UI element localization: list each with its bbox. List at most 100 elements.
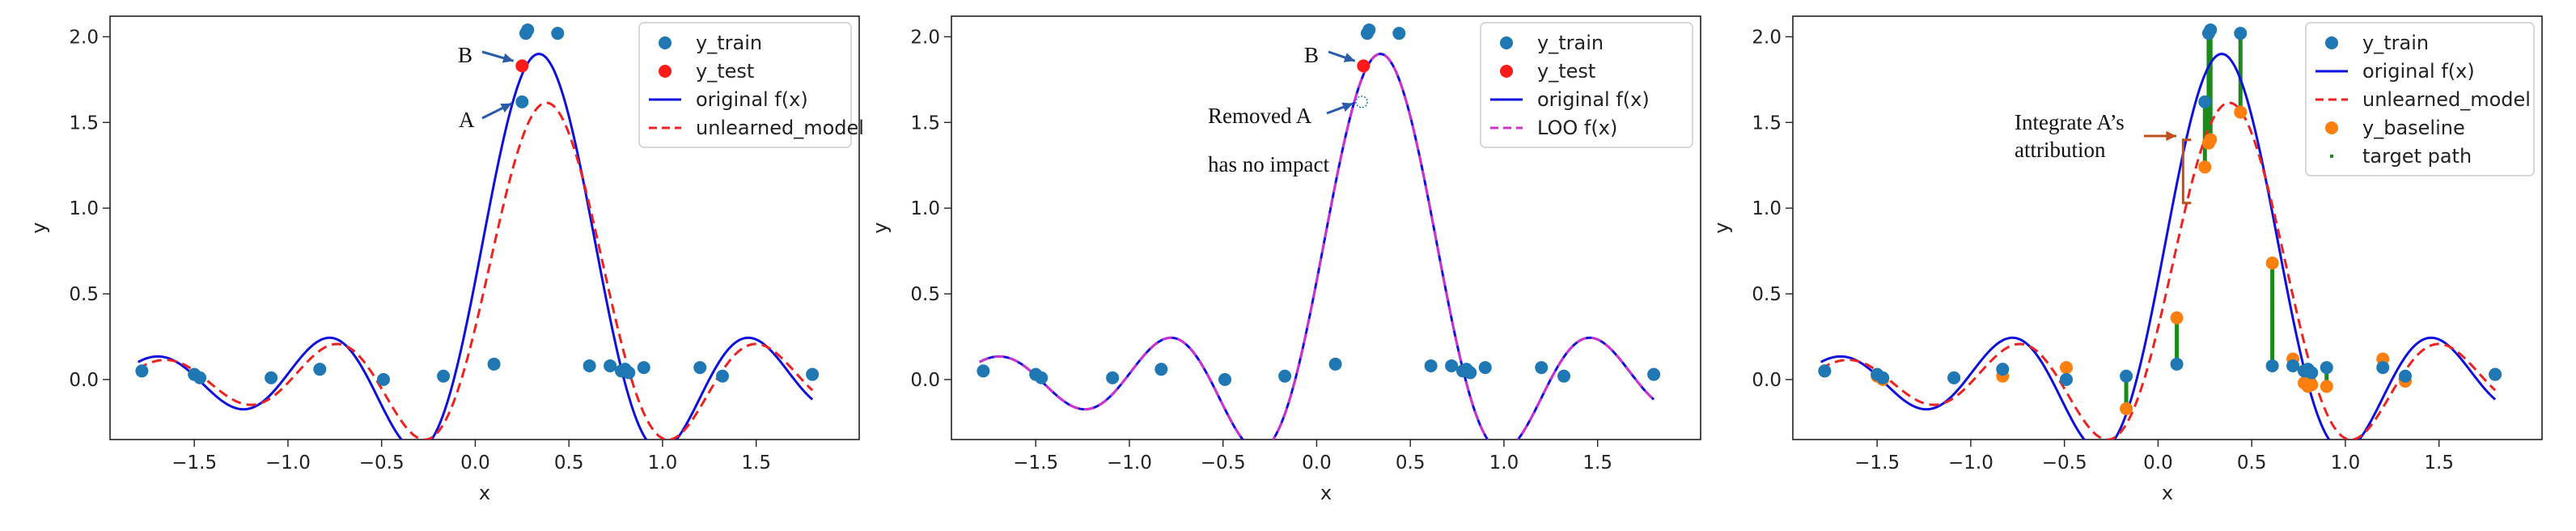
- point-y-train: [1876, 371, 1890, 384]
- x-tick-label: 1.5: [1582, 452, 1612, 474]
- y-tick-label: 0.5: [1752, 284, 1782, 305]
- point-y-baseline: [2120, 401, 2133, 415]
- point-y-train: [1947, 371, 1961, 384]
- point-y-train: [1362, 23, 1376, 36]
- point-y-train: [1278, 369, 1292, 383]
- legend-label: unlearned_model: [2362, 88, 2531, 111]
- line-unlearned-model: [1820, 101, 2497, 440]
- point-y-train: [1155, 363, 1168, 376]
- point-y-baseline: [2234, 105, 2248, 119]
- annotation-arrow-integrate-head: [2166, 130, 2176, 142]
- annotation-attribution: attribution: [2015, 138, 2106, 162]
- point-y-train: [1557, 369, 1571, 383]
- point-y-train: [2320, 361, 2333, 375]
- legend-marker-y-test: [1500, 65, 1513, 78]
- axes-frame: [1792, 15, 2543, 440]
- point-y-train: [622, 366, 636, 380]
- x-tick-label: 1.5: [2424, 452, 2454, 474]
- annotation-label-b: B: [1304, 43, 1319, 67]
- point-y-test: [1357, 59, 1371, 73]
- annotation-label-a: A: [459, 108, 475, 132]
- point-y-baseline: [2320, 380, 2333, 393]
- plot-area: [1818, 23, 2502, 440]
- legend-marker-y-baseline: [2325, 121, 2338, 134]
- legend: y_train original f(x) unlearned_model y_bas…: [2305, 22, 2535, 176]
- x-tick-label: 0.5: [554, 452, 584, 474]
- point-y-train: [2204, 23, 2218, 36]
- x-tick-label: −1.5: [172, 452, 217, 474]
- y-axis-label: y: [1710, 222, 1733, 233]
- point-y-train: [2286, 359, 2300, 372]
- x-axis-label: x: [1320, 482, 1332, 504]
- plot-area: [135, 23, 820, 440]
- y-tick-label: 1.5: [69, 113, 99, 134]
- legend-marker-y-train: [2325, 36, 2338, 49]
- x-tick-label: −1.0: [1107, 452, 1152, 474]
- legend-label: y_baseline: [2362, 117, 2465, 139]
- annotation-removed-a: Removed A: [1208, 104, 1312, 128]
- point-y-baseline: [2198, 160, 2212, 174]
- y-tick-label: 2.0: [910, 27, 940, 48]
- point-y-train: [1392, 27, 1406, 40]
- annotation-arrow-a-head: [500, 103, 512, 113]
- panel-loo: −1.5 −1.0 −0.5 0.0 0.5 1.0 1.5 0.0 0.5 1.0 1.5 2.0 x…: [869, 15, 1701, 504]
- point-y-train: [1106, 371, 1120, 384]
- y-tick-label: 0.5: [69, 284, 99, 305]
- plot-area: [977, 23, 1661, 440]
- point-removed-a: [1355, 96, 1368, 108]
- point-y-train: [1464, 366, 1477, 380]
- point-y-train: [1818, 364, 1832, 378]
- annotation-label-b: B: [458, 43, 472, 67]
- x-tick-label: −1.0: [1948, 452, 1993, 474]
- y-tick-label: 1.0: [69, 198, 99, 219]
- legend-marker-y-train: [1500, 36, 1513, 49]
- point-y-train: [1647, 367, 1661, 381]
- line-unlearned-model: [137, 101, 814, 440]
- point-y-train: [1328, 357, 1342, 371]
- point-y-train: [193, 371, 207, 384]
- x-tick-label: 0.0: [1302, 452, 1332, 474]
- annotation-arrow-b-head: [502, 53, 514, 63]
- point-y-train: [1218, 372, 1231, 386]
- point-y-train: [376, 372, 390, 386]
- legend-label: unlearned_model: [696, 117, 864, 139]
- legend-label: y_test: [1537, 60, 1595, 83]
- point-y-train: [515, 95, 529, 108]
- y-tick-label: 0.5: [910, 284, 940, 305]
- y-axis-label: y: [28, 222, 50, 233]
- y-axis-label: y: [869, 222, 892, 233]
- annotations: B A B Removed A has no impact Integrate …: [458, 43, 2125, 176]
- x-tick-label: −0.5: [1201, 452, 1246, 474]
- point-y-baseline: [2170, 311, 2184, 325]
- point-y-train: [1445, 359, 1459, 372]
- x-tick-label: 1.0: [648, 452, 678, 474]
- point-y-train: [1996, 363, 2010, 376]
- point-y-train: [2376, 361, 2390, 375]
- point-y-train: [521, 23, 535, 36]
- annotation-no-impact: has no impact: [1208, 152, 1329, 176]
- point-y-train: [583, 359, 596, 372]
- y-tick-label: 1.5: [1752, 113, 1782, 134]
- legend-box: [2305, 22, 2535, 176]
- point-y-train: [2198, 95, 2212, 108]
- point-y-train: [637, 361, 650, 375]
- point-y-baseline: [2059, 361, 2073, 375]
- line-original-fx: [1820, 53, 2497, 440]
- point-y-test: [515, 59, 529, 73]
- x-tick-label: 1.0: [2331, 452, 2361, 474]
- y-tick-label: 1.0: [910, 198, 940, 219]
- legend-label: y_test: [696, 60, 754, 83]
- x-tick-label: −1.5: [1854, 452, 1900, 474]
- legend-label: LOO f(x): [1537, 117, 1617, 139]
- x-tick-label: −1.5: [1013, 452, 1058, 474]
- point-y-train: [604, 359, 617, 372]
- x-axis-label: x: [2162, 482, 2173, 504]
- legend-box: [1480, 22, 1693, 148]
- y-tick-label: 1.5: [910, 113, 940, 134]
- annotation-arrow-removed-a-head: [1341, 102, 1354, 112]
- legend: y_train y_test original f(x) LOO f(x): [1480, 22, 1693, 148]
- x-tick-label: 1.5: [741, 452, 771, 474]
- x-tick-label: 0.5: [2237, 452, 2267, 474]
- legend-label: original f(x): [696, 88, 808, 111]
